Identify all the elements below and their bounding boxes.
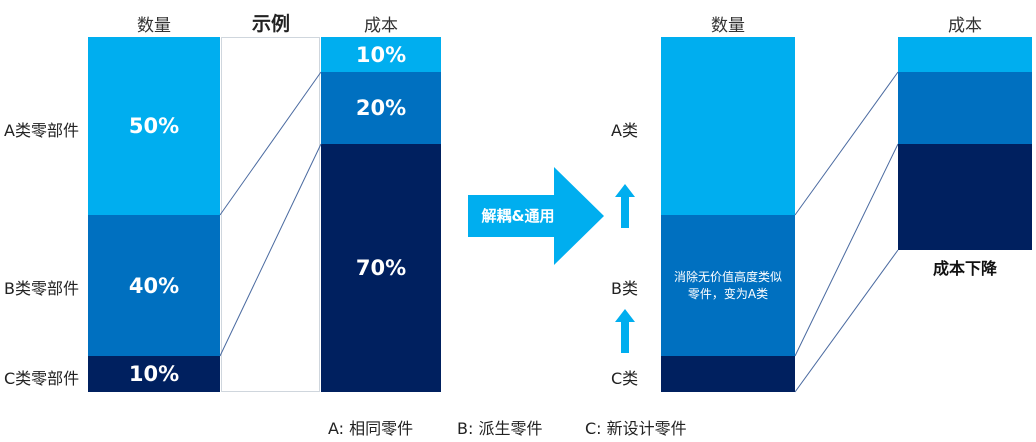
right-cost-header: 成本: [948, 16, 982, 36]
right-cost-segment-c: [898, 144, 1032, 250]
left-cost-value-a: 10%: [355, 42, 407, 67]
legend-item-b: B: 派生零件: [457, 419, 543, 438]
example-header: 示例: [251, 13, 290, 35]
up-arrow-icon-2: [615, 309, 635, 353]
left-qty-segment-c: 10%: [88, 356, 220, 392]
left-qty-value-c: 10%: [128, 362, 180, 386]
arrow-label: 解耦&通用: [481, 207, 555, 225]
right-cost-segment-b: [898, 72, 1032, 144]
right-row-label-c: C类: [611, 369, 639, 388]
legend-item-c: C: 新设计零件: [585, 419, 687, 438]
left-cost-segment-a: 10%: [321, 37, 441, 72]
arrow-right-icon: [468, 167, 604, 265]
left-cost-header: 成本: [364, 16, 398, 36]
right-connector-ab: [794, 71, 899, 216]
left-qty-header: 数量: [137, 16, 171, 36]
left-qty-segment-a: 50%: [88, 37, 220, 215]
left-connector-bc: [219, 143, 322, 357]
right-qty-segment-b: 消除无价值高度类似零件，变为A类: [661, 215, 795, 356]
left-row-label-a: A类零部件: [4, 121, 79, 140]
legend-item-a: A: 相同零件: [328, 419, 414, 438]
left-connector-ab: [219, 71, 322, 216]
right-qty-segment-a: [661, 37, 795, 215]
right-qty-header: 数量: [711, 16, 745, 36]
right-qty-segment-c: [661, 356, 795, 392]
left-cost-value-b: 20%: [355, 96, 407, 120]
right-row-label-a: A类: [611, 121, 638, 140]
left-row-label-b: B类零部件: [4, 279, 79, 298]
left-cost-segment-b: 20%: [321, 72, 441, 144]
right-connector-c-bottom: [794, 249, 899, 393]
left-qty-value-a: 50%: [128, 114, 180, 138]
right-qty-note: 消除无价值高度类似零件，变为A类: [673, 269, 782, 301]
left-row-label-c: C类零部件: [4, 369, 80, 388]
left-cost-segment-c: 70%: [321, 144, 441, 392]
left-qty-value-b: 40%: [128, 273, 180, 298]
up-arrow-icon-1: [615, 184, 635, 228]
left-cost-value-c: 70%: [355, 256, 407, 280]
right-connector-bc: [794, 143, 899, 357]
right-cost-segment-a: [898, 37, 1032, 72]
right-row-label-b: B类: [611, 279, 638, 298]
left-qty-segment-b: 40%: [88, 215, 220, 356]
cost-reduction-caption: 成本下降: [932, 259, 997, 278]
